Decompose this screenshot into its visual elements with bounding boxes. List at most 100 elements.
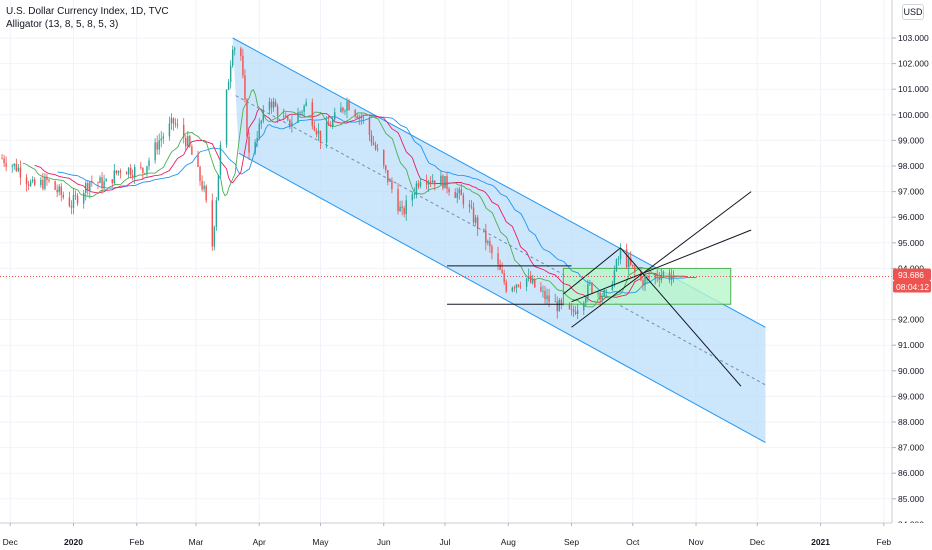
time-tick-label: Jun	[377, 537, 391, 547]
time-tick-label: Aug	[501, 537, 516, 547]
candle-body	[319, 130, 322, 143]
candle-body	[613, 270, 616, 284]
candle-body	[268, 101, 271, 110]
candle-body	[54, 181, 56, 190]
candle-body	[33, 179, 36, 186]
time-tick-label: Mar	[189, 537, 204, 547]
drawings-front	[447, 191, 752, 387]
candle-body	[129, 167, 132, 176]
candle-body	[348, 101, 350, 111]
price-axis[interactable]: 103.000 102.000 101.000 100.000 99.000 98.000…	[891, 0, 932, 550]
price-tick-label: 95.000	[898, 238, 924, 248]
candle-body	[70, 206, 73, 208]
candle-body	[411, 194, 414, 201]
price-tick-label: 85.000	[898, 494, 924, 504]
price-tick-label: 97.000	[898, 187, 924, 197]
channel-mid-line[interactable]	[235, 95, 766, 386]
currency-button[interactable]: USD	[902, 4, 924, 20]
candle-body	[413, 193, 416, 195]
candle-body	[515, 284, 518, 288]
candle-body	[415, 183, 418, 194]
candle-body	[301, 111, 303, 113]
candle-body	[660, 274, 663, 280]
candle-body	[101, 177, 103, 189]
candle-body	[203, 185, 205, 190]
candle-body	[40, 179, 42, 186]
candle-body	[325, 122, 328, 143]
candle-body	[111, 179, 113, 184]
time-tick-label: Feb	[877, 537, 892, 547]
trend-line	[620, 247, 742, 387]
candle-body	[440, 175, 442, 185]
candle-body	[448, 188, 450, 193]
countdown-tag	[893, 280, 931, 293]
candle-body	[387, 170, 389, 182]
candle-body	[627, 258, 630, 268]
candle-body	[370, 135, 373, 143]
candle-body	[383, 150, 385, 166]
candle-body	[331, 119, 334, 127]
candle-body	[191, 146, 193, 155]
candle-body	[554, 301, 556, 303]
candle-body	[630, 258, 632, 265]
candle-body	[534, 279, 536, 288]
price-tick-label: 94.000	[898, 263, 924, 273]
candle-body	[429, 181, 432, 183]
candle-body	[85, 183, 87, 194]
candle-body	[15, 163, 18, 172]
candle-body	[540, 287, 542, 292]
candle-body	[362, 117, 365, 119]
candle-body	[82, 193, 85, 204]
candle-body	[513, 287, 516, 289]
candle-body	[619, 249, 622, 260]
candle-body	[97, 182, 99, 184]
candle-body	[470, 206, 473, 208]
time-axis[interactable]: Dec 2020 Feb Mar Apr May Jun Jul Aug Sep Oct Nov Dec…	[0, 522, 932, 550]
candle-body	[176, 124, 179, 126]
time-tick-label: 2020	[64, 537, 83, 547]
candle-body	[131, 175, 134, 177]
candle-body	[517, 284, 520, 287]
channel-lower-line[interactable]	[238, 152, 766, 443]
candle-body	[462, 195, 465, 205]
candle-body	[505, 282, 507, 292]
candle-body	[344, 110, 346, 112]
indicator-label[interactable]: Alligator (13, 8, 5, 8, 5, 3)	[6, 19, 119, 30]
candle-body	[444, 176, 446, 189]
candle-body	[1, 158, 3, 160]
candle-body	[460, 189, 463, 196]
candle-body	[213, 226, 216, 247]
candle-body	[644, 276, 646, 286]
candle-body	[256, 138, 258, 143]
candle-body	[146, 166, 148, 174]
candle-body	[283, 115, 285, 117]
candle-body	[19, 167, 22, 178]
price-tick-label: 103.000	[898, 33, 929, 43]
candle-body	[374, 144, 377, 150]
candle-body	[305, 102, 307, 106]
candle-body	[62, 194, 64, 198]
candle-body	[168, 123, 171, 137]
candle-body	[472, 207, 475, 223]
candle-body	[544, 290, 546, 300]
trend-line	[571, 229, 752, 303]
candle-body	[401, 206, 403, 209]
candle-body	[372, 142, 375, 145]
time-tick-label: Oct	[626, 537, 640, 547]
candle-body	[144, 173, 146, 174]
candle-body	[313, 125, 316, 131]
candle-body	[385, 165, 387, 171]
candle-body	[219, 144, 222, 175]
candle-body	[329, 125, 332, 127]
candle-body	[119, 170, 122, 173]
candle-body	[44, 176, 46, 189]
candle-body	[632, 264, 634, 267]
price-tick-label: 88.000	[898, 417, 924, 427]
symbol-title[interactable]: U.S. Dollar Currency Index, 1D, TVC	[6, 6, 169, 17]
candle-body	[625, 249, 628, 268]
candle-body	[483, 228, 485, 231]
candle-body	[27, 184, 30, 186]
candle-body	[458, 189, 460, 194]
time-tick-label: Dec	[750, 537, 766, 547]
